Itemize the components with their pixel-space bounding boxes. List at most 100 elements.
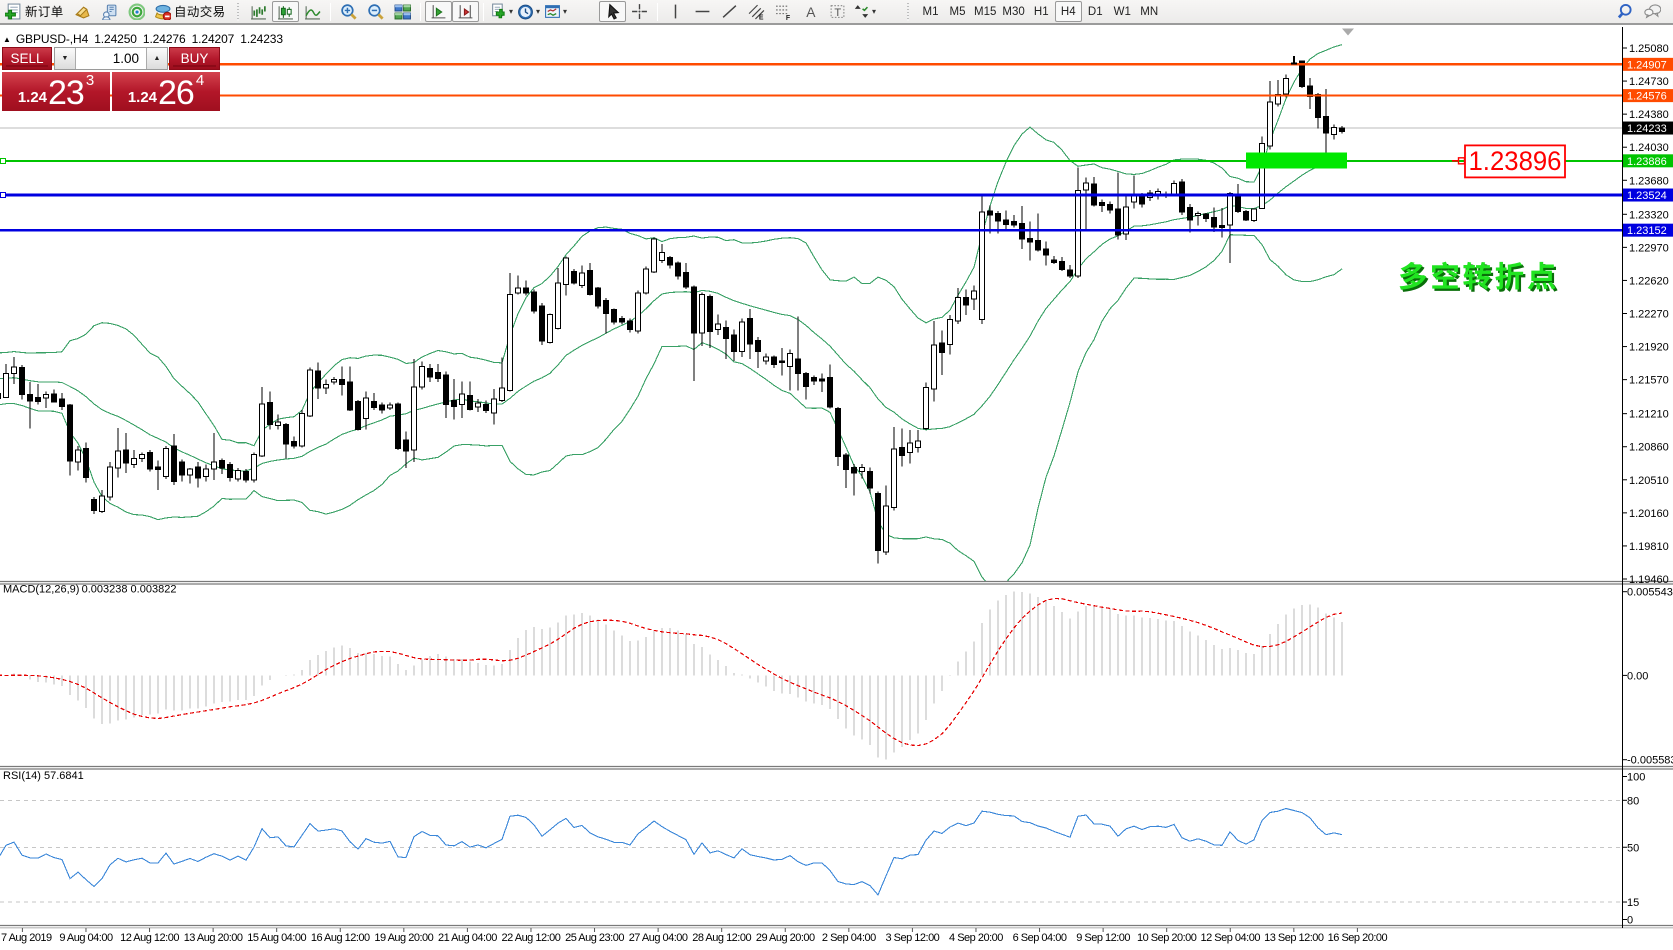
sell-button[interactable]: SELL xyxy=(2,47,52,70)
accounts-button[interactable] xyxy=(69,1,96,22)
label: 16 Sep 20:00 xyxy=(1328,932,1388,944)
dropdown-arrow-icon: ▾ xyxy=(508,7,513,16)
bar-chart-icon xyxy=(251,6,266,20)
top-marker[interactable] xyxy=(1291,56,1297,65)
label: 1.25080 xyxy=(1629,43,1669,55)
symbol-period: GBPUSD-,H4 xyxy=(15,32,89,46)
timeframe-h4-button[interactable]: H4 xyxy=(1054,1,1082,22)
price-badge xyxy=(1623,188,1673,202)
vertical-line-button[interactable] xyxy=(662,1,689,22)
candlestick-chart-button[interactable] xyxy=(272,1,299,22)
chat-button[interactable] xyxy=(1639,1,1666,22)
label: 1.23886 xyxy=(1627,156,1667,168)
macd-signal-line xyxy=(0,597,1343,747)
timeframe-m30-button[interactable]: M30 xyxy=(1002,5,1025,18)
text-button[interactable]: A xyxy=(797,1,824,22)
price-box-annotation[interactable]: 1.23896 xyxy=(1452,144,1566,179)
zoom-out-button[interactable] xyxy=(362,1,389,22)
new-order-button[interactable] xyxy=(1,1,69,22)
publisher-icon xyxy=(102,4,117,20)
label: 80 xyxy=(1627,795,1639,807)
cn-annotation[interactable] xyxy=(1399,261,1558,293)
templates-button[interactable]: ▾ xyxy=(542,1,569,22)
timeframe-m5-button[interactable]: M5 xyxy=(949,5,966,18)
chart-shift-button[interactable] xyxy=(452,1,479,22)
auto-scroll-icon xyxy=(431,5,446,19)
collapse-triangle-icon[interactable]: ▲ xyxy=(3,34,11,44)
chart-area[interactable]: 1.23896 MACD(12,26,9) 0.003238 0.003822 RS… xyxy=(0,27,1673,950)
fibonacci-icon: F xyxy=(776,5,790,20)
zoom-in-button[interactable] xyxy=(335,1,362,22)
label: 1.23152 xyxy=(1627,225,1667,237)
ohlc-close: 1.24233 xyxy=(240,32,283,46)
timeframe-w1-button[interactable]: W1 xyxy=(1113,5,1131,18)
arrows-icon xyxy=(854,5,869,18)
label: 0.00 xyxy=(1627,670,1648,682)
svg-text:E: E xyxy=(759,14,764,20)
autotrading-button[interactable] xyxy=(150,1,231,22)
crosshair-button[interactable] xyxy=(626,1,653,22)
svg-text:F: F xyxy=(786,15,790,20)
timeframe-m15-button[interactable]: M15 xyxy=(974,5,997,18)
dropdown-arrow-icon: ▾ xyxy=(871,7,876,16)
indicators-button[interactable]: ▾ xyxy=(488,1,515,22)
fibonacci-button[interactable]: F xyxy=(770,1,797,22)
volume-spinner: ▼ 1.00 ▲ xyxy=(54,47,168,70)
signals-button[interactable] xyxy=(123,1,150,22)
timeframe-d1-button[interactable]: D1 xyxy=(1087,5,1103,18)
auto-scroll-button[interactable] xyxy=(425,1,452,22)
label: 1.20860 xyxy=(1629,442,1669,454)
equidistant-channel-button[interactable]: E xyxy=(743,1,770,22)
tile-windows-button[interactable] xyxy=(389,1,416,22)
vertical-line-icon xyxy=(674,4,677,19)
label: 1.20510 xyxy=(1629,475,1669,487)
highlight-rectangle[interactable] xyxy=(1246,152,1347,169)
arrows-button[interactable]: ▾ xyxy=(851,1,878,22)
rsi-pane: RSI(14) 57.6841 xyxy=(0,770,1623,903)
label: -0.005583 xyxy=(1627,755,1673,767)
volume-decrease-button[interactable]: ▼ xyxy=(55,48,76,69)
volume-increase-button[interactable]: ▲ xyxy=(146,48,167,69)
label: 6 Sep 04:00 xyxy=(1013,932,1067,944)
cursor-button[interactable] xyxy=(599,1,626,22)
label: 15 Aug 04:00 xyxy=(247,932,306,944)
sell-price-tile[interactable]: 1.24 23 3 xyxy=(2,72,110,111)
macd-pane: MACD(12,26,9) 0.003238 0.003822 xyxy=(0,584,1343,760)
price-badge xyxy=(1623,89,1673,103)
bull-candle-bodies xyxy=(3,77,1337,553)
line-chart-button[interactable] xyxy=(299,1,326,22)
periods-button[interactable]: ▾ xyxy=(515,1,542,22)
label: 16 Aug 12:00 xyxy=(311,932,370,944)
label: 25 Aug 23:00 xyxy=(565,932,624,944)
toolbar-grip xyxy=(236,2,240,21)
autotrading-icon xyxy=(154,4,171,20)
volume-input[interactable]: 1.00 xyxy=(76,48,146,69)
bar-chart-button[interactable] xyxy=(245,1,272,22)
timeframe-m1-button[interactable]: M1 xyxy=(922,5,939,18)
dropdown-arrow-icon: ▾ xyxy=(562,7,567,16)
trendline-button[interactable] xyxy=(716,1,743,22)
horizontal-line-button[interactable] xyxy=(689,1,716,22)
cursor-icon xyxy=(608,3,620,20)
timeframe-h1-button[interactable]: H1 xyxy=(1033,5,1049,18)
label: 1.24576 xyxy=(1627,91,1667,103)
toolbar-separator xyxy=(330,2,331,21)
text-label-button[interactable]: T xyxy=(824,1,851,22)
bollinger-lower-band xyxy=(0,234,1343,582)
bear-candle-bodies xyxy=(0,60,1345,551)
buy-price-tile[interactable]: 1.24 26 4 xyxy=(112,72,220,111)
timeframe-mn-button[interactable]: MN xyxy=(1140,5,1159,18)
price-badge xyxy=(1623,154,1673,168)
label: 1.24380 xyxy=(1629,109,1669,121)
toolbar-cluster-timeframes: M1 M5 M15 M30 H1 H4 D1 W1 MN xyxy=(901,0,1163,23)
search-button[interactable] xyxy=(1612,1,1639,22)
toolbar-separator xyxy=(483,2,484,21)
label: 15 xyxy=(1627,897,1639,909)
text-icon: A xyxy=(806,4,816,20)
button-underline xyxy=(173,65,216,67)
ohlc-low: 1.24207 xyxy=(191,32,235,46)
publisher-button[interactable] xyxy=(96,1,123,22)
chart-shift-marker-icon[interactable] xyxy=(1342,28,1354,36)
label: 1.21570 xyxy=(1629,375,1669,387)
buy-button[interactable]: BUY xyxy=(169,47,220,70)
